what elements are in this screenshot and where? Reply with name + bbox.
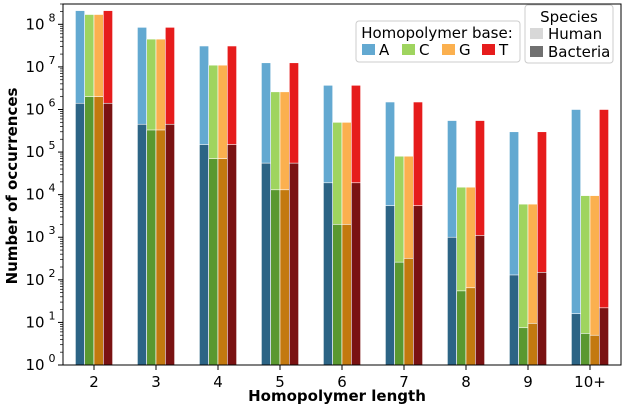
y-tick-label: 10 bbox=[25, 58, 44, 76]
y-tick-exponent: 7 bbox=[49, 54, 56, 67]
legend-species-label-human: Human bbox=[548, 25, 602, 43]
y-tick-exponent: 3 bbox=[49, 224, 56, 237]
bar-bacteria-T-9 bbox=[536, 272, 547, 366]
bar-bacteria-T-8 bbox=[474, 235, 485, 366]
bar-bacteria-C-2 bbox=[84, 96, 95, 366]
bar-bacteria-G-10+ bbox=[589, 334, 600, 366]
y-tick-exponent: 8 bbox=[49, 11, 56, 24]
bar-bacteria-A-4 bbox=[199, 144, 209, 366]
bar-bacteria-A-2 bbox=[75, 102, 86, 366]
bar-bacteria-C-6 bbox=[332, 224, 343, 366]
legend-base-label-T: T bbox=[498, 41, 509, 59]
bar-bacteria-A-9 bbox=[509, 274, 519, 366]
y-tick-exponent: 4 bbox=[49, 182, 56, 195]
bar-bacteria-C-3 bbox=[146, 129, 157, 366]
bar-bacteria-A-10+ bbox=[571, 313, 582, 366]
bar-bacteria-T-3 bbox=[165, 123, 175, 366]
bar-bacteria-T-2 bbox=[103, 102, 113, 366]
bar-bacteria-G-8 bbox=[465, 287, 476, 366]
legend-base-swatch-G bbox=[442, 44, 455, 55]
x-tick-label: 3 bbox=[151, 373, 161, 391]
x-tick-label: 9 bbox=[523, 373, 533, 391]
legend-species-swatch-bacteria bbox=[530, 46, 543, 57]
x-tick-label: 8 bbox=[461, 373, 471, 391]
y-tick-exponent: 1 bbox=[49, 309, 56, 322]
bar-bacteria-C-9 bbox=[518, 327, 529, 366]
x-tick-label: 7 bbox=[399, 373, 409, 391]
y-tick-label: 10 bbox=[25, 186, 44, 204]
bar-bacteria-T-6 bbox=[350, 182, 361, 366]
x-tick-label: 6 bbox=[337, 373, 347, 391]
bar-bacteria-T-5 bbox=[288, 162, 299, 366]
bar-bacteria-G-9 bbox=[527, 323, 538, 366]
legend-base-swatch-T bbox=[482, 44, 495, 55]
legend-species-label-bacteria: Bacteria bbox=[548, 43, 610, 61]
bar-bacteria-C-8 bbox=[456, 290, 467, 366]
y-tick-label: 10 bbox=[25, 313, 44, 331]
bar-bacteria-T-4 bbox=[227, 144, 237, 366]
bar-bacteria-C-10+ bbox=[580, 333, 591, 366]
y-tick-exponent: 5 bbox=[49, 139, 56, 152]
y-tick-exponent: 6 bbox=[49, 96, 56, 109]
bar-bacteria-G-2 bbox=[93, 96, 104, 366]
legend-base-label-A: A bbox=[379, 41, 390, 59]
axes: 2 3 4 5 6 7 8 9 10+ 10 0 10 1 10 2 10 3 10 4 10 5 10 6 10 7 10 8 bbox=[25, 3, 622, 391]
bar-bacteria-A-8 bbox=[447, 236, 457, 366]
bar-bacteria-A-3 bbox=[137, 123, 147, 366]
y-tick-label: 10 bbox=[25, 143, 44, 161]
bar-bacteria-G-4 bbox=[217, 158, 228, 366]
bar-bacteria-A-6 bbox=[323, 182, 333, 366]
legend-species-swatch-human bbox=[530, 28, 543, 39]
bar-bacteria-G-5 bbox=[279, 189, 290, 366]
plot-frame bbox=[62, 3, 622, 366]
y-tick-label: 10 bbox=[25, 100, 44, 118]
x-tick-label: 5 bbox=[275, 373, 285, 391]
legend-base-label-C: C bbox=[419, 41, 429, 59]
legend-base-swatch-A bbox=[362, 44, 375, 55]
y-tick-exponent: 0 bbox=[49, 352, 56, 365]
legend-species-title: Species bbox=[540, 8, 598, 26]
x-tick-label: 2 bbox=[89, 373, 99, 391]
bar-bacteria-G-6 bbox=[341, 224, 352, 366]
y-tick-label: 10 bbox=[25, 271, 44, 289]
bar-bacteria-G-7 bbox=[403, 258, 414, 366]
x-tick-label: 4 bbox=[213, 373, 223, 391]
bar-bacteria-T-7 bbox=[412, 205, 423, 366]
legend-base: Homopolymer base: A C G T bbox=[355, 20, 521, 63]
bar-bacteria-T-10+ bbox=[598, 307, 609, 366]
legend-species-frame bbox=[524, 4, 614, 64]
legend-base-label-G: G bbox=[459, 41, 471, 59]
bar-bacteria-G-3 bbox=[155, 129, 166, 366]
bar-bacteria-C-4 bbox=[208, 158, 219, 366]
y-tick-label: 10 bbox=[25, 15, 44, 33]
legend-base-swatch-C bbox=[402, 44, 415, 55]
bar-bacteria-A-5 bbox=[261, 162, 271, 366]
legend-base-title: Homopolymer base: bbox=[361, 24, 513, 42]
y-tick-label: 10 bbox=[25, 356, 44, 374]
bar-bacteria-C-5 bbox=[270, 189, 281, 366]
bar-bacteria-A-7 bbox=[385, 205, 395, 366]
y-tick-label: 10 bbox=[25, 228, 44, 246]
legend-base-frame bbox=[355, 20, 521, 63]
x-axis-title: Homopolymer length bbox=[248, 387, 426, 405]
x-tick-label: 10+ bbox=[574, 373, 606, 391]
bar-bacteria-C-7 bbox=[394, 261, 405, 366]
y-axis-title: Number of occurrences bbox=[3, 88, 21, 285]
y-tick-exponent: 2 bbox=[49, 267, 56, 280]
